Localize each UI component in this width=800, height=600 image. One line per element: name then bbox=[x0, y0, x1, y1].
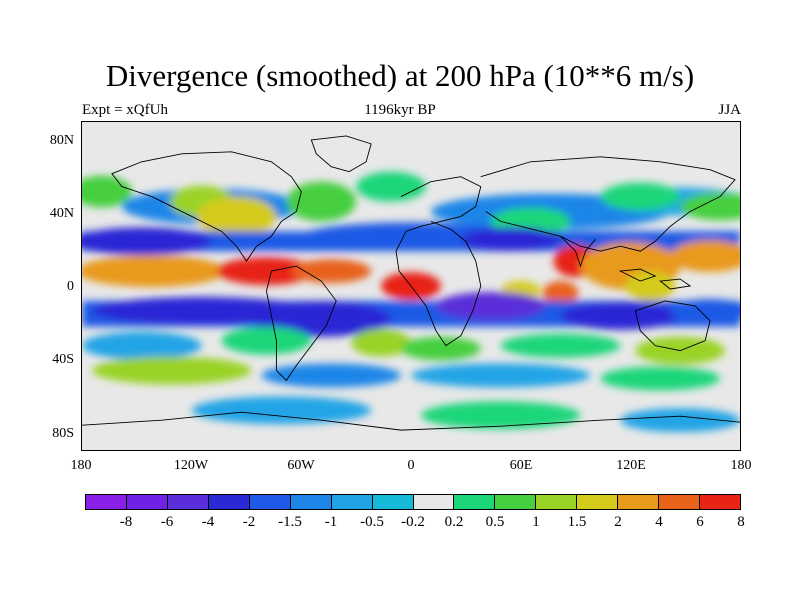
field-blob bbox=[401, 336, 481, 361]
field-blob bbox=[411, 363, 591, 388]
field-blob bbox=[251, 300, 392, 337]
field-blob bbox=[600, 366, 721, 391]
colorbar-swatch bbox=[167, 495, 209, 509]
experiment-label: Expt = xQfUh bbox=[82, 102, 168, 118]
lon-label-180w: 180 bbox=[70, 458, 92, 473]
field-blob bbox=[625, 271, 676, 301]
field-blob bbox=[460, 227, 561, 252]
lon-label-60e: 60E bbox=[509, 458, 533, 473]
lon-label-120w: 120W bbox=[173, 458, 209, 473]
field-blob bbox=[435, 291, 546, 320]
field-blob bbox=[620, 408, 740, 433]
australia-coast bbox=[634, 300, 711, 352]
field-blob bbox=[261, 363, 402, 388]
field-blobs bbox=[82, 171, 740, 433]
colorbar-tick-label: -0.2 bbox=[401, 514, 425, 530]
antarctica-coast bbox=[82, 411, 740, 431]
colorbar-swatch bbox=[249, 495, 291, 509]
lon-label-120e: 120E bbox=[616, 458, 646, 473]
field-blob bbox=[420, 401, 581, 430]
field-blob bbox=[351, 328, 411, 357]
field-blob bbox=[500, 333, 621, 358]
north-america-coast bbox=[111, 151, 302, 262]
field-blob bbox=[191, 396, 372, 425]
asia-coast bbox=[480, 156, 736, 252]
colorbar-tick-label: 0.5 bbox=[485, 514, 505, 530]
season-label: JJA bbox=[718, 102, 741, 118]
colorbar-tick-label: 0.2 bbox=[444, 514, 464, 530]
colorbar-tick-label: -6 bbox=[160, 514, 174, 530]
coastlines bbox=[82, 135, 740, 431]
divergence-field bbox=[82, 122, 740, 450]
colorbar-tick-label: 2 bbox=[614, 514, 622, 530]
greenland-coast bbox=[310, 135, 372, 173]
field-blob bbox=[560, 301, 681, 330]
lon-label-180e: 180 bbox=[730, 458, 752, 473]
colorbar bbox=[85, 494, 741, 510]
colorbar-tick-label: -8 bbox=[119, 514, 133, 530]
colorbar-swatch bbox=[536, 495, 578, 509]
colorbar-swatch bbox=[126, 495, 168, 509]
lat-label-40n: 40N bbox=[49, 206, 74, 221]
indonesia-coast bbox=[618, 268, 692, 290]
colorbar-tick-label: 6 bbox=[696, 514, 704, 530]
colorbar-swatch bbox=[372, 495, 414, 509]
lat-label-0: 0 bbox=[67, 279, 74, 294]
field-blob bbox=[216, 257, 317, 286]
field-blob bbox=[600, 182, 681, 211]
colorbar-swatch bbox=[577, 495, 619, 509]
colorbar-tick-label: 1 bbox=[532, 514, 540, 530]
colorbar-swatch bbox=[659, 495, 701, 509]
india-coast bbox=[560, 235, 596, 268]
colorbar-tick-label: 8 bbox=[737, 514, 745, 530]
colorbar-swatch bbox=[413, 495, 455, 509]
field-blob bbox=[82, 331, 202, 360]
south-america-coast bbox=[265, 265, 337, 382]
field-blob bbox=[356, 171, 426, 202]
time-label: 1196kyr BP bbox=[364, 102, 436, 118]
field-blob bbox=[82, 227, 212, 256]
colorbar-swatch bbox=[331, 495, 373, 509]
field-blob bbox=[221, 326, 312, 355]
map-title: Divergence (smoothed) at 200 hPa (10**6 … bbox=[105, 58, 695, 93]
lat-label-40s: 40S bbox=[52, 352, 74, 367]
field-blob bbox=[680, 192, 740, 221]
field-blob bbox=[82, 255, 227, 287]
field-blob bbox=[670, 240, 740, 273]
field-blob bbox=[291, 259, 372, 284]
colorbar-swatch bbox=[495, 495, 537, 509]
field-blob bbox=[286, 181, 357, 222]
colorbar-tick-label: 4 bbox=[655, 514, 663, 530]
lon-label-60w: 60W bbox=[287, 458, 315, 473]
colorbar-swatch bbox=[454, 495, 496, 509]
colorbar-swatch bbox=[208, 495, 250, 509]
colorbar-tick-label: -1.5 bbox=[278, 514, 302, 530]
map-plot-area bbox=[81, 121, 741, 451]
colorbar-swatch bbox=[86, 495, 127, 509]
africa-europe-coast bbox=[395, 176, 482, 347]
colorbar-tick-label: -0.5 bbox=[360, 514, 384, 530]
colorbar-tick-label: -1 bbox=[324, 514, 338, 530]
colorbar-tick-label: -4 bbox=[201, 514, 215, 530]
lon-label-0: 0 bbox=[407, 458, 415, 473]
field-blob bbox=[196, 196, 277, 237]
lat-label-80s: 80S bbox=[52, 426, 74, 441]
colorbar-swatch bbox=[290, 495, 332, 509]
colorbar-swatch bbox=[700, 495, 740, 509]
field-blob bbox=[542, 281, 579, 305]
colorbar-tick-label: 1.5 bbox=[567, 514, 587, 530]
field-blob bbox=[91, 356, 252, 385]
lat-label-80n: 80N bbox=[49, 133, 74, 148]
colorbar-tick-label: -2 bbox=[242, 514, 256, 530]
colorbar-swatch bbox=[618, 495, 660, 509]
